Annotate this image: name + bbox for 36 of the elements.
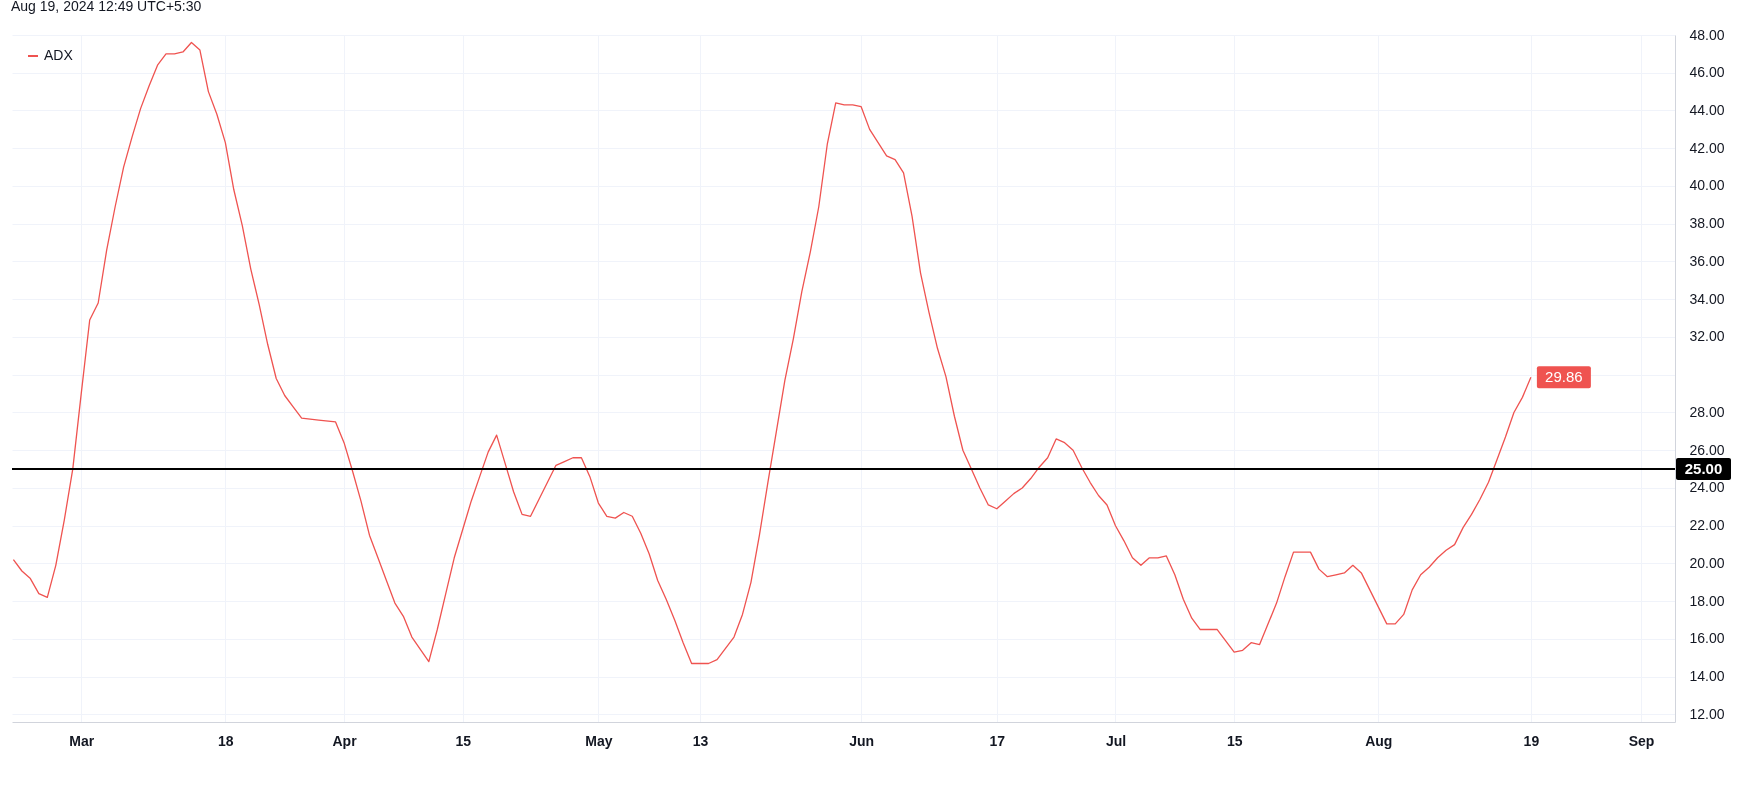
x-tick-label: 15 bbox=[1226, 732, 1243, 749]
x-tick-label: Sep bbox=[1628, 732, 1655, 749]
y-tick-label: 26.00 bbox=[1689, 441, 1725, 458]
y-tick-label: 12.00 bbox=[1689, 705, 1725, 722]
y-tick-label: 40.00 bbox=[1689, 177, 1725, 194]
x-tick-label: 18 bbox=[218, 732, 234, 749]
y-tick-label: 42.00 bbox=[1689, 139, 1725, 156]
x-tick-label: Aug bbox=[1365, 732, 1393, 749]
ref-line-label: 25.00 bbox=[1684, 460, 1723, 478]
line-series bbox=[12, 41, 1532, 665]
x-tick-label: 17 bbox=[989, 732, 1006, 749]
y-tick-label: 46.00 bbox=[1689, 64, 1725, 81]
y-tick-label: 18.00 bbox=[1689, 592, 1725, 609]
y-tick-label: 24.00 bbox=[1689, 479, 1725, 496]
y-tick-label: 38.00 bbox=[1689, 215, 1725, 232]
x-tick-label: Apr bbox=[332, 732, 358, 749]
y-tick-label: 44.00 bbox=[1689, 101, 1725, 118]
x-tick-label: Jul bbox=[1105, 732, 1127, 749]
y-tick-label: 20.00 bbox=[1689, 554, 1725, 571]
legend-label: ADX bbox=[44, 47, 74, 63]
x-tick-label: Jun bbox=[849, 732, 875, 749]
x-tick-label: 13 bbox=[692, 732, 709, 749]
data-label: 29.86 bbox=[1545, 368, 1583, 386]
x-tick-label: Mar bbox=[69, 732, 95, 749]
y-tick-label: 34.00 bbox=[1689, 290, 1725, 307]
y-tick-label: 16.00 bbox=[1689, 630, 1725, 647]
x-tick-label: May bbox=[585, 732, 613, 749]
x-tick-label: 19 bbox=[1523, 732, 1540, 749]
y-tick-label: 14.00 bbox=[1689, 668, 1725, 685]
y-tick-label: 36.00 bbox=[1689, 252, 1725, 269]
y-tick-label: 32.00 bbox=[1689, 328, 1725, 345]
y-tick-label: 48.00 bbox=[1689, 26, 1725, 43]
y-tick-label: 22.00 bbox=[1689, 517, 1725, 534]
text: Aug 19, 2024 12:49 UTC+5:30 bbox=[11, 0, 202, 14]
x-tick-label: 15 bbox=[455, 732, 472, 749]
y-tick-label: 28.00 bbox=[1689, 403, 1725, 420]
